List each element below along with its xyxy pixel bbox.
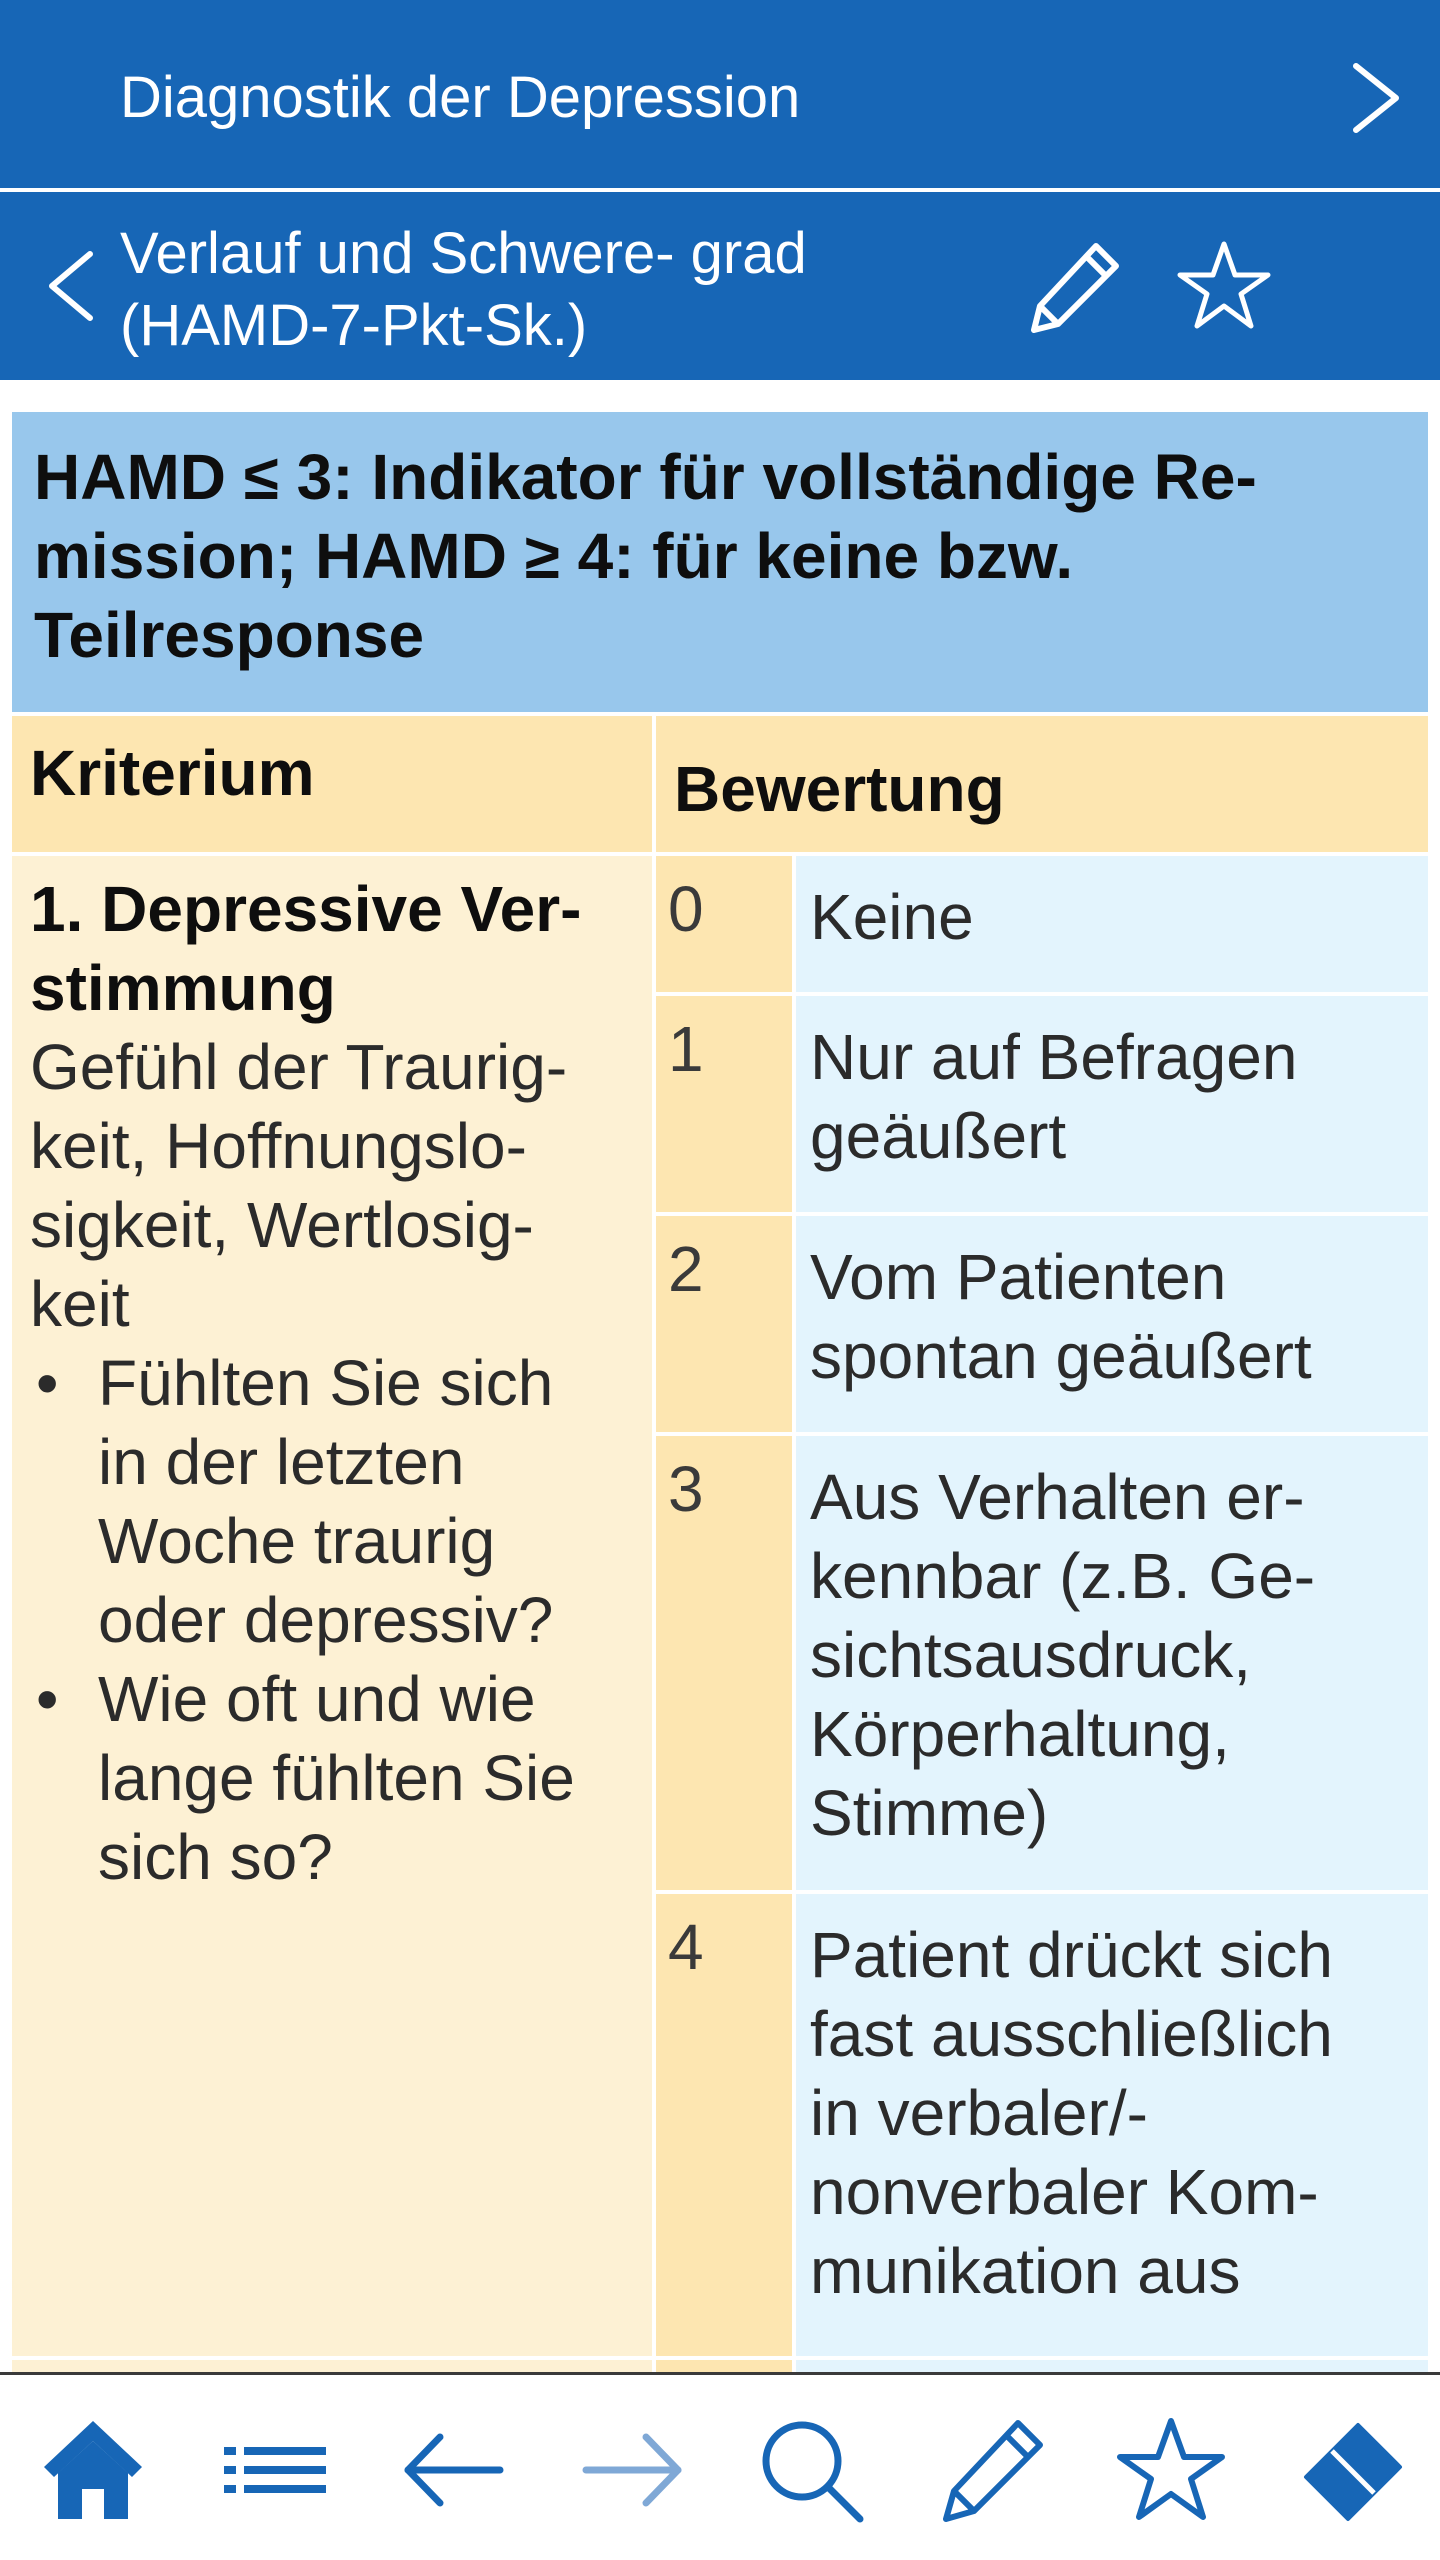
- score-row: 3 Aus Verhalten er- kennbar (z.B. Ge- si…: [656, 1436, 1428, 1890]
- criterion-description-line: sigkeit, Wertlosig-: [30, 1189, 534, 1261]
- top-header: Diagnostik der Depression: [0, 0, 1440, 188]
- question-line: oder depressiv?: [98, 1584, 554, 1656]
- score-row: 2 Vom Patienten spontan geäußert: [656, 1216, 1428, 1432]
- column-header-rating: Bewertung: [656, 716, 1428, 852]
- score-description-line: Stimme): [810, 1777, 1049, 1849]
- notes-button[interactable]: [938, 2415, 1048, 2525]
- question-item: • Fühlten Sie sich in der letzten Woche …: [30, 1344, 642, 1660]
- score-row: 1 Nur auf Befragen geäußert: [656, 996, 1428, 1212]
- score-description-line: kennbar (z.B. Ge-: [810, 1540, 1316, 1612]
- summary-line: HAMD ≤ 3: Indikator für vollständige Re-: [34, 441, 1257, 513]
- score-description-line: Vom Patienten: [810, 1241, 1227, 1313]
- content-area[interactable]: HAMD ≤ 3: Indikator für vollständige Re-…: [12, 412, 1428, 2372]
- column-header-criterion: Kriterium: [12, 716, 652, 852]
- star-icon: [1117, 2418, 1225, 2520]
- column-header-label: Bewertung: [674, 753, 1005, 825]
- list-icon: [224, 2447, 326, 2493]
- arrow-left-icon: [404, 2433, 504, 2507]
- score-description-line: fast ausschließlich: [810, 1998, 1333, 2070]
- eraser-icon: [1304, 2423, 1402, 2521]
- toc-button[interactable]: [220, 2415, 330, 2525]
- question-line: in der letzten: [98, 1426, 465, 1498]
- bullet: •: [36, 1663, 59, 1735]
- section-title: Verlauf und Schwere- grad (HAMD-7-Pkt-Sk…: [120, 218, 980, 362]
- score-description-line: nonverbaler Kom-: [810, 2156, 1319, 2228]
- score-description-line: munikation aus: [810, 2235, 1241, 2307]
- score-description: Keine: [796, 856, 1428, 992]
- score-row: 0 Keine: [656, 856, 1428, 992]
- score-description-line: sichtsausdruck,: [810, 1619, 1252, 1691]
- bottom-toolbar: [0, 2372, 1440, 2560]
- back-button[interactable]: [398, 2415, 508, 2525]
- criterion-description: Gefühl der Traurig- keit, Hoffnungslo- s…: [30, 1028, 642, 1344]
- header-divider: [0, 188, 1440, 192]
- score-value-cell: 1: [656, 996, 792, 1212]
- score-description: Patient drückt sich fast ausschließlich …: [796, 1894, 1428, 2356]
- criterion-description-line: keit: [30, 1268, 130, 1340]
- forward-button[interactable]: [578, 2415, 688, 2525]
- question-line: Wie oft und wie: [98, 1663, 536, 1735]
- score-value: 0: [668, 873, 704, 945]
- score-description-line: spontan geäußert: [810, 1320, 1312, 1392]
- score-description-line: geäußert: [810, 1100, 1067, 1172]
- next-criterion-cell: [12, 2360, 652, 2372]
- score-row: 4 Patient drückt sich fast ausschließlic…: [656, 1894, 1428, 2356]
- star-icon[interactable]: [1176, 238, 1272, 334]
- next-score-value-cell: [656, 2360, 792, 2372]
- question-line: sich so?: [98, 1821, 333, 1893]
- criterion-description-line: Gefühl der Traurig-: [30, 1031, 568, 1103]
- score-description: Vom Patienten spontan geäußert: [796, 1216, 1428, 1432]
- criterion-description-line: keit, Hoffnungslo-: [30, 1110, 527, 1182]
- highlight-button[interactable]: [1296, 2415, 1406, 2525]
- score-description: Aus Verhalten er- kennbar (z.B. Ge- sich…: [796, 1436, 1428, 1890]
- score-value: 2: [668, 1233, 704, 1305]
- question-list: • Fühlten Sie sich in der letzten Woche …: [30, 1344, 642, 1897]
- score-value: 4: [668, 1911, 704, 1983]
- home-button[interactable]: [38, 2415, 148, 2525]
- score-value-cell: 3: [656, 1436, 792, 1890]
- summary-line: Teilresponse: [34, 599, 425, 671]
- criterion-cell: 1. Depressive Ver- stimmung Gefühl der T…: [12, 856, 652, 2356]
- score-value: 1: [668, 1013, 704, 1085]
- section-title-line: Verlauf und Schwere- grad: [120, 221, 807, 286]
- score-description-line: Patient drückt sich: [810, 1919, 1333, 1991]
- score-value-cell: 0: [656, 856, 792, 992]
- criterion-title: 1. Depressive Ver- stimmung: [30, 870, 642, 1028]
- question-line: Fühlten Sie sich: [98, 1347, 554, 1419]
- question-line: lange fühlten Sie: [98, 1742, 575, 1814]
- score-value: 3: [668, 1453, 704, 1525]
- next-score-description: [796, 2360, 1428, 2372]
- chapter-title[interactable]: Diagnostik der Depression: [120, 65, 801, 130]
- pencil-icon: [943, 2420, 1043, 2522]
- score-description-line: Körperhaltung,: [810, 1698, 1230, 1770]
- score-description: Nur auf Befragen geäußert: [796, 996, 1428, 1212]
- favorites-button[interactable]: [1116, 2415, 1226, 2525]
- home-icon: [44, 2421, 142, 2519]
- score-description-line: Keine: [810, 881, 974, 953]
- search-icon: [762, 2421, 864, 2523]
- chevron-left-icon[interactable]: [44, 248, 100, 324]
- score-value-cell: 4: [656, 1894, 792, 2356]
- search-button[interactable]: [756, 2415, 866, 2525]
- score-description-line: Nur auf Befragen: [810, 1021, 1298, 1093]
- criterion-title-line: 1. Depressive Ver-: [30, 873, 582, 945]
- column-header-label: Kriterium: [30, 737, 315, 809]
- question-line: Woche traurig: [98, 1505, 496, 1577]
- arrow-right-icon: [582, 2433, 682, 2507]
- section-title-line: (HAMD-7-Pkt-Sk.): [120, 293, 588, 358]
- question-item: • Wie oft und wie lange fühlten Sie sich…: [30, 1660, 642, 1897]
- summary-line: mission; HAMD ≥ 4: für keine bzw.: [34, 520, 1074, 592]
- score-description-line: in verbaler/-: [810, 2077, 1148, 2149]
- chevron-right-icon[interactable]: [1346, 60, 1406, 136]
- pencil-icon[interactable]: [1024, 238, 1124, 338]
- sub-header: Verlauf und Schwere- grad (HAMD-7-Pkt-Sk…: [0, 192, 1440, 380]
- bullet: •: [36, 1347, 59, 1419]
- score-description-line: Aus Verhalten er-: [810, 1461, 1305, 1533]
- summary-box: HAMD ≤ 3: Indikator für vollständige Re-…: [12, 412, 1428, 712]
- criterion-title-line: stimmung: [30, 952, 336, 1024]
- score-value-cell: 2: [656, 1216, 792, 1432]
